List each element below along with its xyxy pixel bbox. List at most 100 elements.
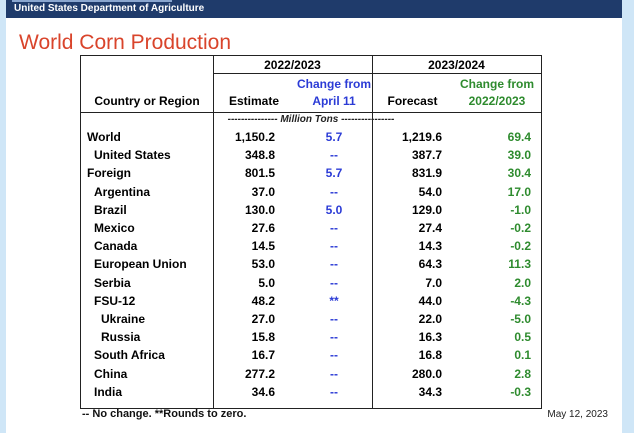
header-change-prev-line1: Change from xyxy=(459,77,534,91)
change-april-value: -- xyxy=(330,384,338,399)
change-april-value: 5.7 xyxy=(325,130,343,144)
country-name: Brazil xyxy=(94,202,127,217)
change-prev-value: -4.3 xyxy=(510,293,531,308)
header-change-april-line2: April 11 xyxy=(312,94,356,108)
estimate-value: 277.2 xyxy=(244,366,275,381)
report-date: May 12, 2023 xyxy=(547,409,608,420)
country-name: Argentina xyxy=(94,184,151,199)
table-row: Serbia 5.0 -- 7.0 2.0 xyxy=(81,274,541,292)
change-prev-value: -1.0 xyxy=(510,202,531,217)
table-row: World 1,150.2 5.7 1,219.6 69.4 xyxy=(81,128,541,146)
country-name: Foreign xyxy=(87,166,131,181)
country-name: Ukraine xyxy=(101,312,146,326)
estimate-value: 27.6 xyxy=(251,221,275,235)
table-row: China 277.2 -- 280.0 2.8 xyxy=(81,365,541,383)
country-name: Serbia xyxy=(94,275,131,290)
page-title: World Corn Production xyxy=(19,31,232,54)
change-prev-value: 17.0 xyxy=(507,184,531,199)
change-prev-value: 0.1 xyxy=(514,348,531,363)
country-name: Russia xyxy=(101,330,141,345)
table-row: Mexico 27.6 -- 27.4 -0.2 xyxy=(81,219,541,237)
header-country: Country or Region xyxy=(94,94,200,108)
change-april-value: 5.7 xyxy=(325,166,343,181)
change-april-value: -- xyxy=(330,275,338,290)
table-row: Ukraine 27.0 -- 22.0 -5.0 xyxy=(81,310,541,328)
estimate-value: 348.8 xyxy=(244,148,275,163)
forecast-value: 831.9 xyxy=(411,166,442,181)
change-april-value: ** xyxy=(329,293,339,308)
estimate-value: 34.6 xyxy=(251,384,275,399)
estimate-value: 14.5 xyxy=(251,239,275,254)
change-april-value: -- xyxy=(330,330,338,345)
change-prev-value: -0.3 xyxy=(510,384,531,399)
change-prev-value: 39.0 xyxy=(507,148,531,163)
forecast-value: 54.0 xyxy=(418,184,442,199)
forecast-value: 34.3 xyxy=(418,384,442,399)
estimate-value: 15.8 xyxy=(251,330,275,345)
usda-banner: United States Department of Agriculture xyxy=(6,0,622,18)
divider-period xyxy=(372,56,373,408)
divider-country xyxy=(213,56,214,408)
table-row: United States 348.8 -- 387.7 39.0 xyxy=(81,146,541,164)
estimate-value: 801.5 xyxy=(244,166,275,181)
country-name: FSU-12 xyxy=(94,293,136,308)
usda-logo-stripe xyxy=(12,0,172,2)
estimate-value: 37.0 xyxy=(251,184,275,199)
change-april-value: -- xyxy=(330,148,338,163)
change-prev-value: 69.4 xyxy=(507,130,531,144)
change-april-value: -- xyxy=(330,239,338,254)
change-april-value: -- xyxy=(330,221,338,235)
estimate-value: 27.0 xyxy=(251,312,275,326)
forecast-value: 27.4 xyxy=(418,221,442,235)
table-row: Foreign 801.5 5.7 831.9 30.4 xyxy=(81,164,541,182)
table-row: FSU-12 48.2 ** 44.0 -4.3 xyxy=(81,292,541,310)
forecast-value: 16.3 xyxy=(418,330,442,345)
forecast-value: 387.7 xyxy=(411,148,442,163)
table-row: Argentina 37.0 -- 54.0 17.0 xyxy=(81,183,541,201)
table-row: South Africa 16.7 -- 16.8 0.1 xyxy=(81,346,541,364)
forecast-value: 1,219.6 xyxy=(401,130,442,144)
country-name: China xyxy=(94,366,128,381)
table-row: Russia 15.8 -- 16.3 0.5 xyxy=(81,328,541,346)
change-april-value: -- xyxy=(330,257,338,272)
table-row: India 34.6 -- 34.3 -0.3 xyxy=(81,383,541,401)
country-name: World xyxy=(87,130,121,144)
divider-header xyxy=(81,112,541,113)
change-prev-value: 30.4 xyxy=(507,166,531,181)
estimate-value: 16.7 xyxy=(251,348,275,363)
header-estimate: Estimate xyxy=(228,94,280,108)
change-april-value: -- xyxy=(330,184,338,199)
change-prev-value: 2.8 xyxy=(514,366,531,381)
change-prev-value: 11.3 xyxy=(508,257,531,272)
estimate-value: 5.0 xyxy=(258,275,275,290)
country-name: Canada xyxy=(94,239,138,254)
divider-period-header xyxy=(213,73,541,74)
change-prev-value: -0.2 xyxy=(510,239,531,254)
change-april-value: 5.0 xyxy=(325,202,343,217)
change-prev-value: -5.0 xyxy=(510,312,531,326)
forecast-value: 14.3 xyxy=(418,239,442,254)
estimate-value: 1,150.2 xyxy=(234,130,275,144)
table-row: Brazil 130.0 5.0 129.0 -1.0 xyxy=(81,201,541,219)
change-april-value: -- xyxy=(330,366,338,381)
header-period-2022: 2022/2023 xyxy=(264,58,321,72)
country-name: Mexico xyxy=(94,221,135,235)
footnote: -- No change. **Rounds to zero. xyxy=(82,408,247,420)
table-row: Canada 14.5 -- 14.3 -0.2 xyxy=(81,237,541,255)
units-label: --------------- Million Tons -----------… xyxy=(227,114,395,125)
forecast-value: 16.8 xyxy=(418,348,442,363)
slide: United States Department of Agriculture … xyxy=(6,0,622,433)
header-change-prev-line2: 2022/2023 xyxy=(468,94,526,108)
forecast-value: 22.0 xyxy=(418,312,442,326)
estimate-value: 48.2 xyxy=(251,293,275,308)
forecast-value: 129.0 xyxy=(411,202,442,217)
change-april-value: -- xyxy=(330,348,338,363)
country-name: United States xyxy=(94,148,171,163)
agency-name: United States Department of Agriculture xyxy=(14,3,205,14)
forecast-value: 280.0 xyxy=(411,366,442,381)
production-table: 2022/2023 2023/2024 Change from April 11… xyxy=(80,55,542,409)
change-prev-value: 2.0 xyxy=(514,275,531,290)
change-april-value: -- xyxy=(330,312,338,326)
header-period-2023: 2023/2024 xyxy=(428,58,485,72)
country-name: South Africa xyxy=(94,348,165,363)
